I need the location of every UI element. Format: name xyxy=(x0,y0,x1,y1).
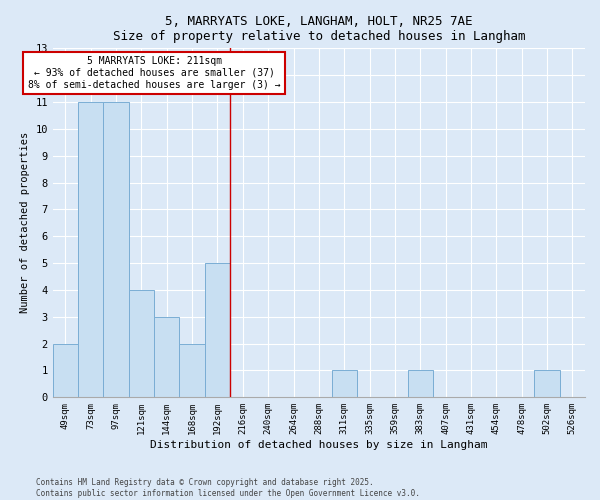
Bar xyxy=(129,290,154,398)
Bar xyxy=(407,370,433,398)
Bar xyxy=(535,370,560,398)
Bar xyxy=(154,317,179,398)
Bar xyxy=(78,102,103,398)
Y-axis label: Number of detached properties: Number of detached properties xyxy=(20,132,30,314)
Bar xyxy=(103,102,129,398)
Text: 5 MARRYATS LOKE: 211sqm
← 93% of detached houses are smaller (37)
8% of semi-det: 5 MARRYATS LOKE: 211sqm ← 93% of detache… xyxy=(28,56,280,90)
Title: 5, MARRYATS LOKE, LANGHAM, HOLT, NR25 7AE
Size of property relative to detached : 5, MARRYATS LOKE, LANGHAM, HOLT, NR25 7A… xyxy=(113,15,525,43)
Bar xyxy=(179,344,205,398)
Bar xyxy=(53,344,78,398)
X-axis label: Distribution of detached houses by size in Langham: Distribution of detached houses by size … xyxy=(150,440,488,450)
Text: Contains HM Land Registry data © Crown copyright and database right 2025.
Contai: Contains HM Land Registry data © Crown c… xyxy=(36,478,420,498)
Bar xyxy=(332,370,357,398)
Bar xyxy=(205,263,230,398)
